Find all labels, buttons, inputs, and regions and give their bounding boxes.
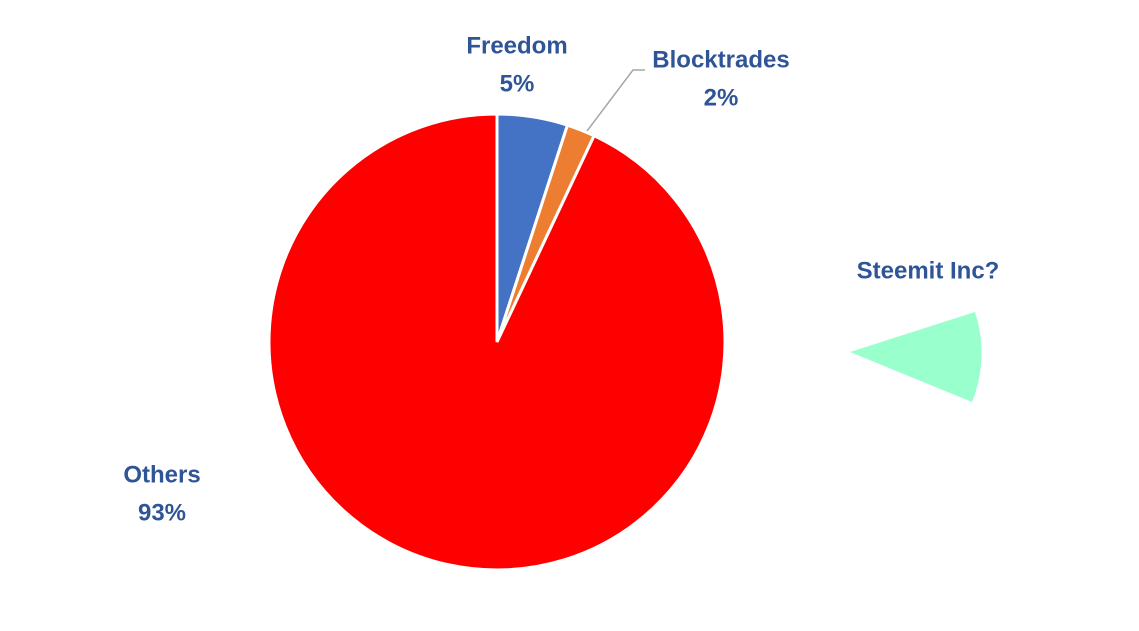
slice-value-label: 5%: [500, 70, 535, 97]
slice-value-label: 93%: [138, 499, 186, 526]
leader-line: [586, 69, 645, 132]
slice-value-label: 2%: [704, 84, 739, 111]
slice-label: Others: [123, 461, 200, 488]
pie-slice: [267, 112, 727, 572]
slice-label: Freedom: [466, 32, 567, 59]
detached-wedge: [850, 312, 982, 402]
slice-label: Blocktrades: [652, 46, 789, 73]
annotation: Steemit Inc?: [857, 257, 1000, 284]
